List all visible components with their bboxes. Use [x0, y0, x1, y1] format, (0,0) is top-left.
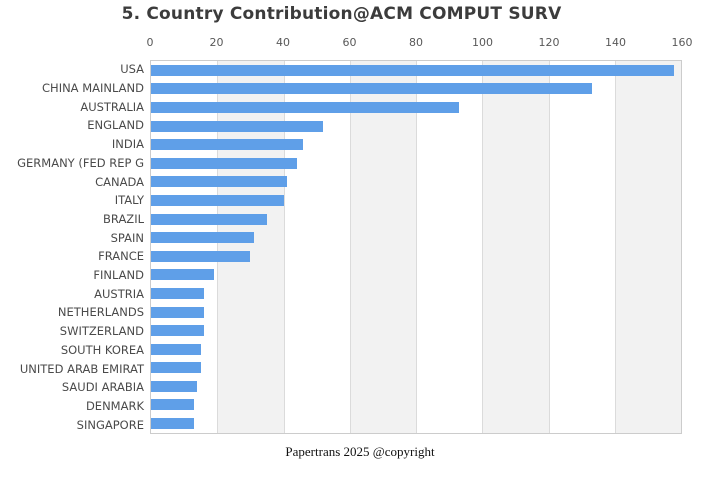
bar-italy	[151, 194, 284, 206]
bar-row	[151, 377, 681, 396]
x-tick-label: 40	[276, 36, 290, 49]
bar-china-mainland	[151, 83, 592, 95]
bar-row	[151, 117, 681, 136]
y-label: CHINA MAINLAND	[42, 81, 144, 96]
bar-india	[151, 139, 304, 151]
bar-row	[151, 359, 681, 378]
x-tick-label: 80	[409, 36, 423, 49]
y-label: SINGAPORE	[76, 417, 144, 432]
bar-australia	[151, 101, 460, 113]
gridline	[349, 61, 351, 433]
x-tick-label: 120	[538, 36, 560, 49]
background-band	[548, 61, 615, 433]
bar-row	[151, 154, 681, 173]
bar-row	[151, 228, 681, 247]
bar-row	[151, 80, 681, 99]
bar-row	[151, 321, 681, 340]
y-label: SPAIN	[110, 230, 144, 245]
background-band	[349, 61, 416, 433]
y-label: AUSTRIA	[94, 286, 144, 301]
bar-usa	[151, 64, 675, 76]
footer-text: Papertrans 2025 @copyright	[285, 444, 435, 459]
x-tick-label: 140	[605, 36, 626, 49]
bar-united-arab-emirat	[151, 362, 201, 374]
bar-row	[151, 284, 681, 303]
gridline	[416, 61, 417, 433]
y-axis-labels: USA CHINA MAINLAND AUSTRALIA ENGLAND INDIA GE…	[0, 60, 144, 434]
y-label: SWITZERLAND	[59, 324, 144, 339]
bar-row	[151, 247, 681, 266]
bar-austria	[151, 287, 204, 299]
x-tick-label: 20	[209, 36, 224, 49]
bar-row	[151, 135, 681, 154]
gridline	[482, 61, 484, 433]
y-label: AUSTRALIA	[80, 99, 144, 114]
bar-switzerland	[151, 325, 204, 337]
x-tick-label: 60	[342, 36, 357, 49]
bar-canada	[151, 176, 287, 188]
background-band	[614, 61, 681, 433]
x-tick-label: 160	[671, 36, 693, 49]
gridline	[548, 61, 550, 433]
gridline	[217, 61, 219, 433]
y-label: GERMANY (FED REP G	[17, 155, 144, 170]
x-tick-label: 100	[472, 36, 493, 49]
bar-singapore	[151, 418, 195, 430]
bar-row	[151, 98, 681, 117]
bar-row	[151, 340, 681, 359]
y-label: INDIA	[111, 137, 144, 152]
y-label: ITALY	[114, 193, 144, 208]
y-label: FINLAND	[93, 268, 144, 283]
bar-row	[151, 191, 681, 210]
bar-row	[151, 266, 681, 285]
bar-france	[151, 250, 251, 262]
bar-south-korea	[151, 343, 201, 355]
y-label: FRANCE	[98, 249, 144, 264]
bar-finland	[151, 269, 214, 281]
y-label: DENMARK	[85, 399, 144, 413]
y-label: BRAZIL	[103, 211, 144, 226]
bar-spain	[151, 232, 254, 244]
y-label: CANADA	[95, 174, 144, 189]
bar-netherlands	[151, 306, 204, 318]
background-band	[416, 61, 483, 433]
bar-saudi-arabia	[151, 380, 198, 392]
chart-title: 5. Country Contribution@ACM COMPUT SURV	[121, 4, 562, 24]
y-label: UNITED ARAB EMIRAT	[19, 361, 144, 376]
background-band	[482, 61, 549, 433]
bar-row	[151, 210, 681, 229]
plot-area	[150, 60, 682, 434]
gridline	[283, 61, 285, 433]
bar-germany-fed-rep-g	[151, 157, 297, 169]
bar-row	[151, 61, 681, 80]
y-label: SOUTH KOREA	[60, 342, 144, 357]
bar-row	[151, 396, 681, 415]
y-label: USA	[120, 62, 144, 77]
y-label: SAUDI ARABIA	[61, 380, 144, 395]
bar-row	[151, 414, 681, 433]
y-label: NETHERLANDS	[57, 305, 144, 320]
bar-england	[151, 120, 324, 132]
gridline	[614, 61, 616, 433]
y-label: ENGLAND	[87, 118, 144, 133]
bar-series	[151, 61, 681, 433]
bar-denmark	[151, 399, 195, 411]
x-axis: 0 20 40 60 80 100 120 140 160	[146, 36, 693, 51]
bar-row	[151, 173, 681, 192]
x-tick-label: 0	[146, 36, 154, 49]
bar-row	[151, 303, 681, 322]
bar-brazil	[151, 213, 267, 225]
